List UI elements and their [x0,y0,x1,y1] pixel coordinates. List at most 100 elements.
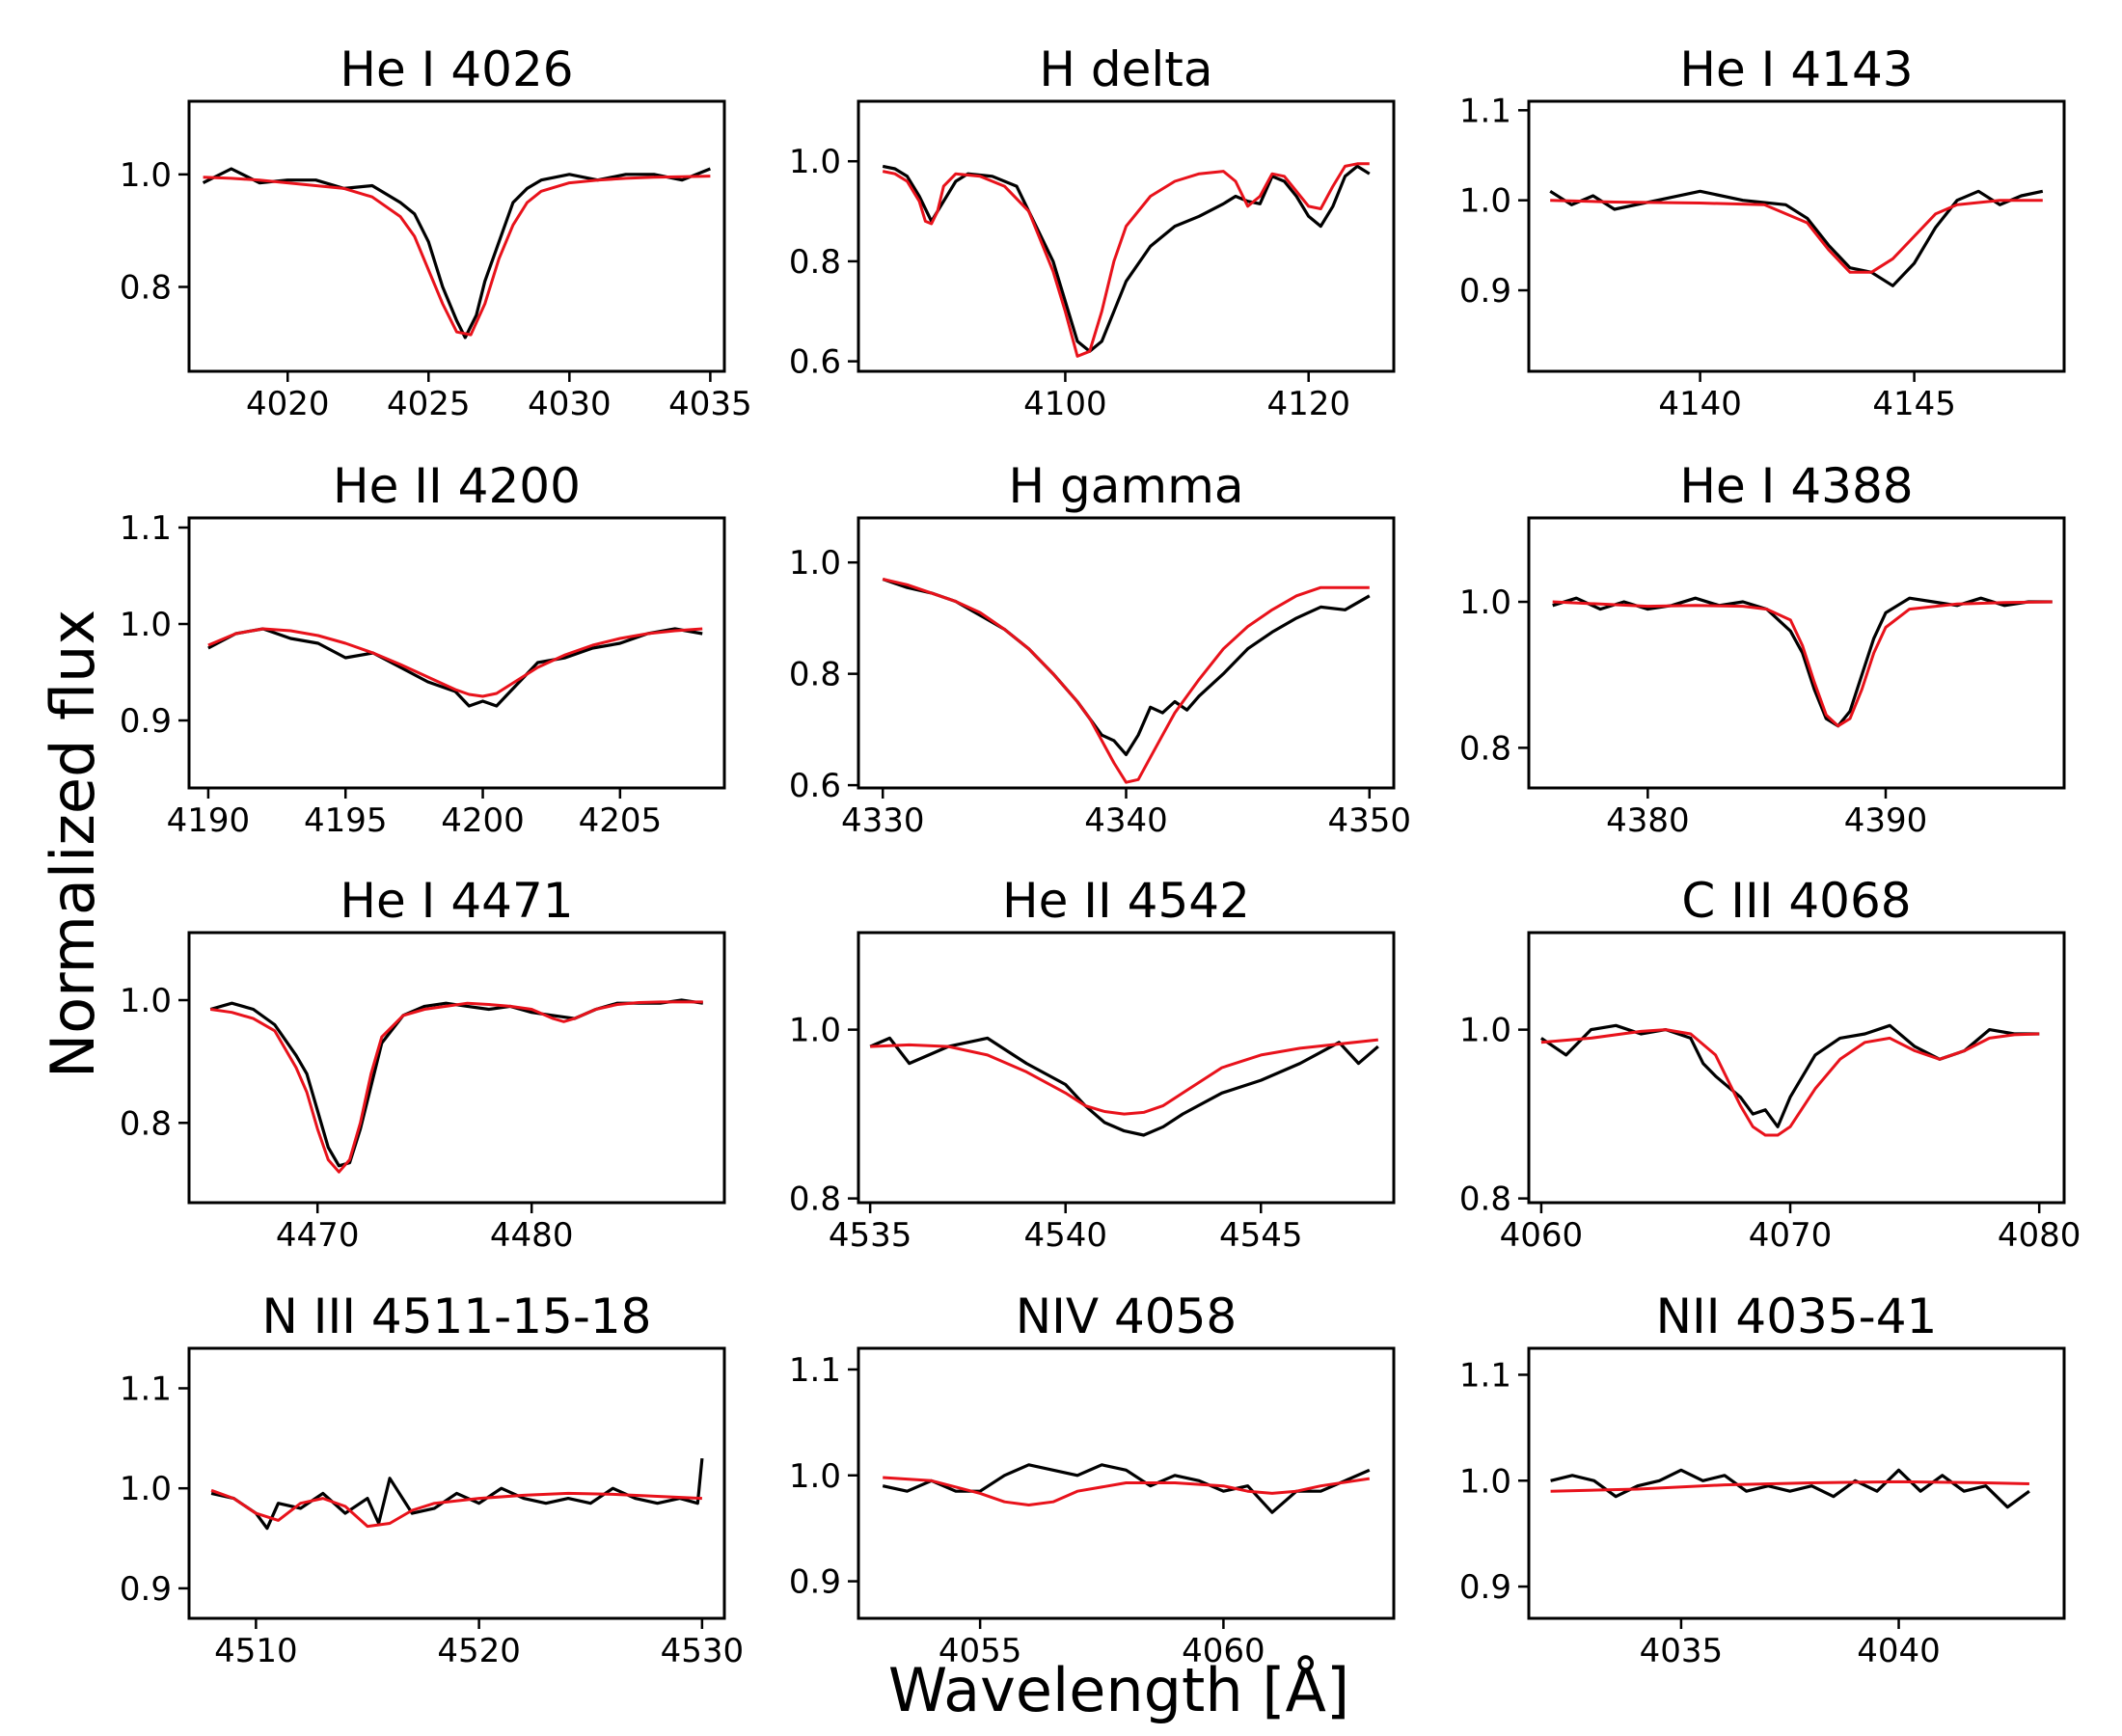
panel-title: He I 4471 [340,873,573,929]
panel-6: He I 4471 4470 4480 0.8 1.0 [120,873,726,1255]
y-tick-label: 1.1 [1459,92,1511,130]
x-tick-label: 4080 [1998,1216,2081,1255]
model-spectrum-line [882,578,1370,784]
panel-grid: He I 4026 4020 4025 4030 4035 0.8 1.0 H delta 41… [120,41,2081,1670]
y-tick-label: 1.1 [120,509,172,548]
y-tick-label: 0.9 [1459,1568,1511,1607]
model-spectrum-line [1550,199,2043,274]
x-tick-label: 4195 [304,801,388,840]
y-tick-label: 0.6 [789,343,841,382]
panel-2: He I 4143 4140 4145 0.9 1.0 1.1 [1459,41,2066,423]
x-tick-label: 4060 [1182,1632,1265,1670]
x-tick-label: 4145 [1872,385,1956,423]
x-tick-label: 4510 [214,1632,298,1670]
x-tick-label: 4060 [1500,1216,1584,1255]
model-spectrum-line [209,1000,703,1174]
model-spectrum-line [207,627,703,698]
x-tick-label: 4030 [528,385,612,423]
x-tick-label: 4545 [1219,1216,1303,1255]
y-tick-label: 1.1 [1459,1356,1511,1395]
y-tick-label: 1.1 [120,1370,172,1408]
observed-spectrum-line [882,577,1371,756]
y-tick-label: 1.1 [789,1351,841,1390]
y-tick-label: 0.8 [1459,1180,1511,1219]
panel-title: He I 4143 [1679,41,1913,97]
y-tick-label: 0.9 [1459,272,1511,311]
observed-spectrum-line [882,1463,1371,1514]
observed-spectrum-line [202,167,711,339]
x-tick-label: 4035 [668,385,752,423]
x-tick-label: 4330 [841,801,925,840]
y-tick-label: 0.8 [120,269,172,308]
panel-title: He I 4388 [1679,458,1913,514]
axes-frame [1527,1346,2066,1620]
axes-frame [857,931,1396,1205]
panel-7: He II 4542 4535 4540 4545 0.8 1.0 [789,873,1396,1255]
y-tick-label: 1.0 [1459,1462,1511,1501]
x-tick-label: 4020 [246,385,330,423]
y-tick-label: 0.8 [120,1104,172,1143]
x-tick-label: 4070 [1749,1216,1833,1255]
panel-0: He I 4026 4020 4025 4030 4035 0.8 1.0 [120,41,752,423]
axes-frame [857,99,1396,373]
panel-1: H delta 4100 4120 0.6 0.8 1.0 [789,41,1396,423]
y-tick-label: 1.0 [120,606,172,644]
y-tick-label: 0.8 [789,1180,841,1219]
x-tick-label: 4470 [276,1216,360,1255]
panel-title: H gamma [1009,458,1244,514]
y-tick-label: 0.8 [789,243,841,282]
axes-frame [857,516,1396,790]
panel-title: NII 4035-41 [1656,1288,1938,1344]
panel-3: He II 4200 4190 4195 4200 4205 0.9 1.0 1.1 [120,458,726,840]
axes-frame [1527,516,2066,790]
model-spectrum-line [1550,1479,2029,1493]
observed-spectrum-line [1552,596,2053,728]
observed-spectrum-line [210,1457,704,1531]
x-tick-label: 4390 [1844,801,1928,840]
panel-title: He I 4026 [340,41,573,97]
x-tick-label: 4100 [1023,385,1107,423]
x-tick-label: 4140 [1658,385,1742,423]
panel-5: He I 4388 4380 4390 0.8 1.0 [1459,458,2066,840]
panel-4: H gamma 4330 4340 4350 0.6 0.8 1.0 [789,458,1411,840]
observed-spectrum-line [209,998,704,1168]
x-tick-label: 4200 [441,801,525,840]
axes-frame [1527,99,2066,373]
y-tick-label: 0.8 [1459,729,1511,768]
x-tick-label: 4340 [1084,801,1168,840]
x-tick-label: 4480 [490,1216,574,1255]
y-tick-label: 1.0 [120,1470,172,1508]
y-tick-label: 1.0 [1459,583,1511,622]
axes-frame [1527,931,2066,1205]
model-spectrum-line [210,1488,702,1529]
y-tick-label: 0.9 [120,1570,172,1609]
x-tick-label: 4190 [167,801,251,840]
model-spectrum-line [882,162,1370,358]
x-tick-label: 4535 [829,1216,912,1255]
model-spectrum-line [1540,1028,2040,1137]
x-tick-label: 4530 [661,1632,745,1670]
x-tick-label: 4055 [939,1632,1022,1670]
observed-spectrum-line [1540,1023,2040,1128]
x-tick-label: 4540 [1023,1216,1107,1255]
model-spectrum-line [1552,600,2053,728]
observed-spectrum-line [882,164,1371,353]
x-tick-label: 4120 [1266,385,1350,423]
model-spectrum-line [883,1476,1371,1506]
x-tick-label: 4040 [1857,1632,1941,1670]
axes-frame [187,931,726,1205]
panel-title: NIV 4058 [1016,1288,1238,1344]
panel-8: C III 4068 4060 4070 4080 0.8 1.0 [1459,873,2081,1255]
x-axis-label: Wavelength [Å] [888,1655,1349,1725]
y-tick-label: 0.9 [120,702,172,741]
model-spectrum-line [870,1038,1378,1116]
y-tick-label: 0.9 [789,1563,841,1602]
panel-title: H delta [1039,41,1212,97]
y-tick-label: 1.0 [789,544,841,583]
y-tick-label: 1.0 [789,143,841,181]
axes-frame [187,1346,726,1620]
observed-spectrum-line [1549,189,2044,287]
y-tick-label: 1.0 [120,156,172,195]
x-tick-label: 4520 [437,1632,521,1670]
